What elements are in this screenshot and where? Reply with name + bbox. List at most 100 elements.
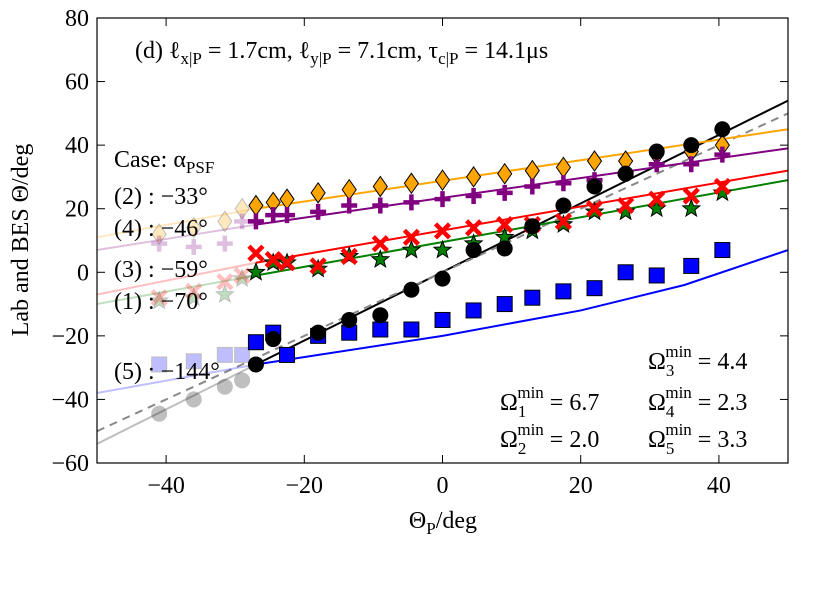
point [149,290,170,310]
point [150,289,168,307]
point [648,143,665,160]
point [151,356,168,373]
annotation: (d) ℓx|P = 1.7cm, ℓy|P = 7.1cm, τc|P = 1… [135,38,548,68]
point [496,240,513,257]
x-tick-label: −20 [286,473,324,499]
fit-line [97,223,257,252]
omega-symbol: Ω [648,349,666,375]
point [555,197,572,214]
fit-line [255,147,788,226]
omega-label: Ω2min = 2.0 [500,420,599,458]
point [232,268,253,288]
point [214,284,235,303]
case-label: (3) : −59° [114,257,208,283]
fit-line [97,274,257,306]
omega-label: Ω1min = 6.7 [500,383,599,421]
point [434,311,451,328]
y-tick-label: −40 [51,387,89,413]
point [265,207,282,224]
point [524,289,541,306]
point [496,296,513,313]
omega-symbol: Ω [648,427,666,453]
point [403,281,420,298]
omega-value: = 4.4 [692,349,748,375]
point [340,247,358,265]
point [555,156,572,179]
point [648,267,665,284]
point [524,178,541,195]
point [683,156,700,173]
point [403,321,420,338]
point [216,378,233,395]
point [310,181,326,204]
point [496,184,513,201]
point [714,121,731,138]
y-tick-label: 60 [65,70,89,96]
y-tick-label: 40 [65,133,89,159]
plot-area [97,99,788,445]
omega-sub: 4 [666,402,675,421]
point [554,212,573,231]
x-tick-label: −40 [147,473,185,499]
omega-sup: min [517,383,544,402]
point [279,188,295,211]
point [246,261,266,281]
point [683,257,700,274]
omega-sup: min [665,383,692,402]
point [714,242,731,259]
omega-value: = 2.3 [692,390,748,416]
point [402,228,420,246]
point [247,334,264,351]
omega-sub: 5 [666,439,675,458]
omega-value: = 3.3 [692,427,748,453]
fit-line [97,207,257,239]
point [586,178,603,195]
point [496,216,514,234]
omega-symbol: Ω [648,390,666,416]
point [341,197,358,214]
y-tick-label: −60 [51,451,89,477]
point [216,273,234,291]
point [524,159,540,182]
case-label: (4) : −46° [114,216,208,242]
point [372,197,389,214]
point [234,197,250,220]
point [186,216,202,239]
point [617,165,634,182]
point [617,196,635,215]
point [185,391,202,408]
y-axis-label: Lab and BES Θ/deg [8,144,34,337]
point [309,257,327,275]
point [216,235,233,252]
point [617,264,634,281]
point [278,254,296,272]
point [279,346,296,363]
omega-value: = 6.7 [544,390,600,416]
point [341,178,357,201]
omega-sub: 1 [518,402,527,421]
point [234,372,251,389]
point [465,302,482,319]
x-axis-label: ΘP/deg [409,508,477,538]
point [403,172,420,195]
point [434,169,451,191]
point [683,137,700,154]
point [264,250,282,269]
y-tick-label: −20 [51,324,89,350]
point [151,223,167,246]
x-tick-label: 40 [707,473,731,499]
point [682,187,700,205]
point [217,210,233,233]
point [465,219,483,237]
point [432,239,453,259]
point [247,244,265,262]
point [233,266,251,285]
fit-line [255,169,788,264]
point [465,166,482,188]
point [681,198,702,218]
point [714,146,731,163]
point [247,213,264,230]
point [279,207,296,224]
point [434,270,451,287]
